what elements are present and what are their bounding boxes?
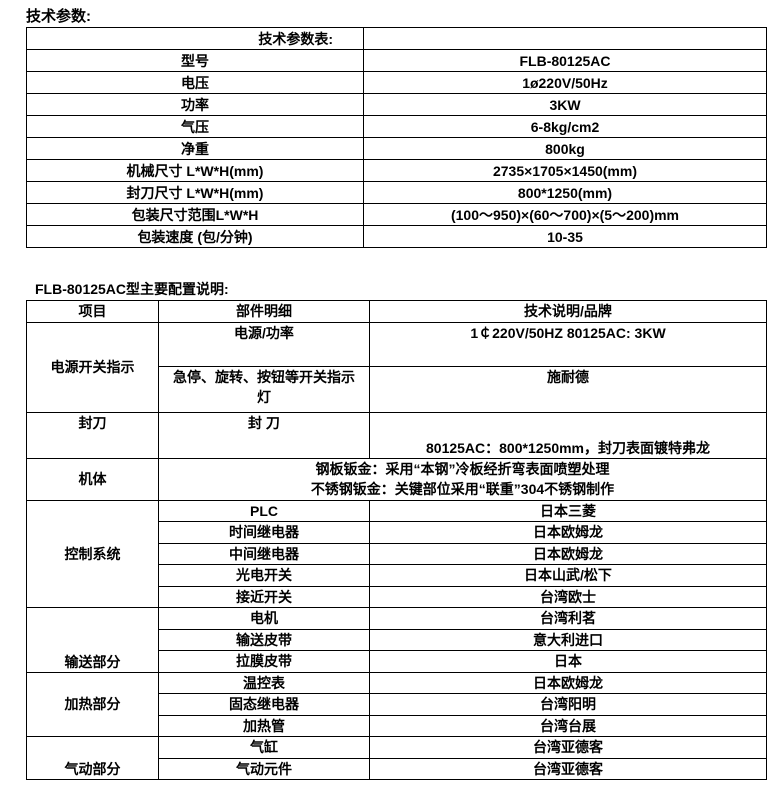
table-row: 封刀 封 刀 80125AC：800*1250mm，封刀表面镀特弗龙	[26, 411, 767, 459]
table-row: 接近开关 台湾欧士	[27, 585, 767, 608]
table-row: 固态继电器 台湾阳明	[27, 693, 767, 716]
table-row: 控制系统 PLC 日本三菱	[26, 499, 767, 608]
spec-label-cell: 功率	[26, 93, 364, 116]
spec-value-cell: 3KW	[363, 93, 767, 116]
part-cell: 急停、旋转、按钮等开关指示灯	[158, 365, 370, 413]
body-desc-line: 不锈钢钣金：关键部位采用“联重”304不锈钢制作	[310, 481, 615, 497]
spec-label-cell: 气压	[26, 115, 364, 138]
spec-value-cell: 800kg	[363, 137, 767, 160]
table-row: 电源开关指示 电源/功率 1￠220V/50HZ 80125AC: 3KW	[26, 321, 767, 413]
body-desc-line: 钢板钣金：采用“本钢”冷板经折弯表面喷塑处理	[315, 461, 610, 477]
table-row: 气动元件 台湾亚德客	[27, 757, 767, 780]
part-cell: 时间继电器	[158, 521, 370, 544]
brand-cell: 1￠220V/50HZ 80125AC: 3KW	[369, 321, 767, 367]
part-cell: 固态继电器	[158, 693, 370, 716]
part-cell: 电机	[158, 607, 370, 630]
item-cell: 电源开关指示	[26, 321, 159, 413]
body-desc-cell: 钢板钣金：采用“本钢”冷板经折弯表面喷塑处理 不锈钢钣金：关键部位采用“联重”3…	[158, 457, 767, 501]
item-cell: 气动部分	[26, 736, 159, 780]
table-header-row: 项目 部件明细 技术说明/品牌	[26, 300, 767, 323]
table-row: 封刀尺寸 L*W*H(mm) 800*1250(mm)	[26, 181, 767, 204]
spec-label-cell: 电压	[26, 71, 364, 94]
header-cell	[363, 27, 767, 50]
brand-cell: 80125AC：800*1250mm，封刀表面镀特弗龙	[369, 411, 767, 459]
table-row: 净重 800kg	[26, 137, 767, 160]
item-cell: 输送部分	[26, 607, 159, 673]
brand-cell: 日本欧姆龙	[369, 521, 767, 544]
table-row: 加热管 台湾台展	[27, 714, 767, 737]
brand-cell: 台湾欧士	[369, 585, 767, 608]
part-cell: PLC	[158, 499, 370, 522]
table-row: 时间继电器 日本欧姆龙	[27, 521, 767, 544]
spec-value-cell: FLB-80125AC	[363, 49, 767, 72]
brand-cell: 日本	[369, 650, 767, 673]
part-cell: 拉膜皮带	[158, 650, 370, 673]
table-row: 机体 钢板钣金：采用“本钢”冷板经折弯表面喷塑处理 不锈钢钣金：关键部位采用“联…	[26, 457, 767, 501]
part-cell: 接近开关	[158, 585, 370, 608]
table-row: 急停、旋转、按钮等开关指示灯 施耐德	[27, 365, 767, 413]
brand-cell: 日本山武/松下	[369, 564, 767, 587]
part-cell: 光电开关	[158, 564, 370, 587]
item-cell: 封刀	[26, 411, 159, 459]
table-row: 输送部分 电机 台湾利茗	[26, 607, 767, 673]
spec-value-cell: 2735×1705×1450(mm)	[363, 159, 767, 182]
spec-value-cell: 1ø220V/50Hz	[363, 71, 767, 94]
brand-cell: 日本欧姆龙	[369, 671, 767, 694]
brand-cell: 台湾亚德客	[369, 736, 767, 759]
part-cell: 加热管	[158, 714, 370, 737]
item-cell: 控制系统	[26, 499, 159, 608]
item-cell: 机体	[26, 457, 159, 501]
brand-cell: 意大利进口	[369, 628, 767, 651]
header-cell: 项目	[26, 300, 159, 323]
table-row: 电压 1ø220V/50Hz	[26, 71, 767, 94]
part-cell: 封 刀	[158, 411, 370, 459]
table-row: 功率 3KW	[26, 93, 767, 116]
brand-cell: 台湾利茗	[369, 607, 767, 630]
spec-label-cell: 机械尺寸 L*W*H(mm)	[26, 159, 364, 182]
brand-cell: 台湾台展	[369, 714, 767, 737]
section-title-config: FLB-80125AC型主要配置说明:	[35, 281, 229, 297]
header-cell: 技术说明/品牌	[369, 300, 767, 323]
part-cell: 中间继电器	[158, 542, 370, 565]
table-row: 型号 FLB-80125AC	[26, 49, 767, 72]
table-row: 加热部分 温控表 日本欧姆龙	[26, 671, 767, 737]
part-cell: 气动元件	[158, 757, 370, 780]
header-cell: 技术参数表:	[26, 27, 364, 50]
spec-value-cell: 6-8kg/cm2	[363, 115, 767, 138]
table-header-row: 技术参数表:	[26, 27, 767, 50]
table-row: 机械尺寸 L*W*H(mm) 2735×1705×1450(mm)	[26, 159, 767, 182]
spec-label-cell: 包装尺寸范围L*W*H	[26, 203, 364, 226]
spec-value-cell: 10-35	[363, 225, 767, 248]
table-row: 气动部分 气缸 台湾亚德客	[26, 736, 767, 780]
table-row: 气压 6-8kg/cm2	[26, 115, 767, 138]
table-row: 包装速度 (包/分钟) 10-35	[26, 225, 767, 248]
header-cell: 部件明细	[158, 300, 370, 323]
spec-value-cell: 800*1250(mm)	[363, 181, 767, 204]
spec-label-cell: 包装速度 (包/分钟)	[26, 225, 364, 248]
spec-label-cell: 净重	[26, 137, 364, 160]
part-cell: 温控表	[158, 671, 370, 694]
part-cell: 气缸	[158, 736, 370, 759]
section-title-specs: 技术参数:	[26, 8, 91, 25]
spec-value-cell: (100～950)×(60～700)×(5～200)mm	[363, 203, 767, 226]
spec-label-cell: 型号	[26, 49, 364, 72]
table-row: 包装尺寸范围L*W*H (100～950)×(60～700)×(5～200)mm	[26, 203, 767, 226]
spec-table: 技术参数表: 型号 FLB-80125AC 电压 1ø220V/50Hz 功率 3KW 气压…	[26, 27, 767, 248]
table-row: 输送皮带 意大利进口	[27, 628, 767, 651]
brand-cell: 台湾亚德客	[369, 757, 767, 780]
spec-label-cell: 封刀尺寸 L*W*H(mm)	[26, 181, 364, 204]
item-cell: 加热部分	[26, 671, 159, 737]
brand-cell: 日本欧姆龙	[369, 542, 767, 565]
brand-cell: 施耐德	[369, 365, 767, 413]
config-table: 项目 部件明细 技术说明/品牌 电源开关指示 电源/功率 1￠220V/50HZ…	[26, 300, 767, 780]
part-cell: 输送皮带	[158, 628, 370, 651]
table-row: 中间继电器 日本欧姆龙	[27, 542, 767, 565]
brand-cell: 日本三菱	[369, 499, 767, 522]
brand-cell: 台湾阳明	[369, 693, 767, 716]
part-cell: 电源/功率	[158, 321, 370, 367]
